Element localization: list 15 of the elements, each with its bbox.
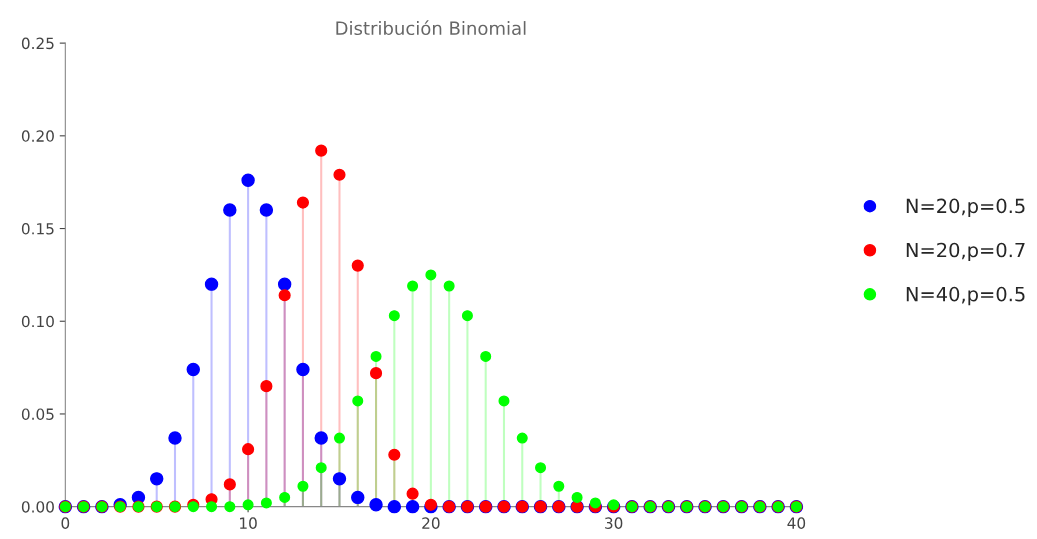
x-tick-label: 40	[787, 517, 806, 529]
x-tick-label: 20	[422, 517, 440, 529]
legend-label: N=20,p=0.5	[906, 198, 1025, 218]
legend-label: N=40,p=0.5	[906, 286, 1025, 306]
legend-label: N=20,p=0.7	[906, 242, 1025, 262]
y-tick-label: 0.25	[21, 37, 54, 50]
y-tick-label: 0.10	[21, 315, 54, 328]
y-tick-label: 0.20	[21, 130, 54, 142]
x-tick-label: 0	[61, 517, 70, 529]
x-tick-label: 10	[240, 517, 257, 529]
chart-title: Distribución Binomial	[336, 20, 526, 36]
y-tick-label: 0.05	[21, 408, 54, 420]
x-tick-label: 30	[605, 517, 623, 529]
y-tick-label: 0.00	[21, 501, 54, 513]
y-tick-label: 0.15	[21, 223, 54, 235]
